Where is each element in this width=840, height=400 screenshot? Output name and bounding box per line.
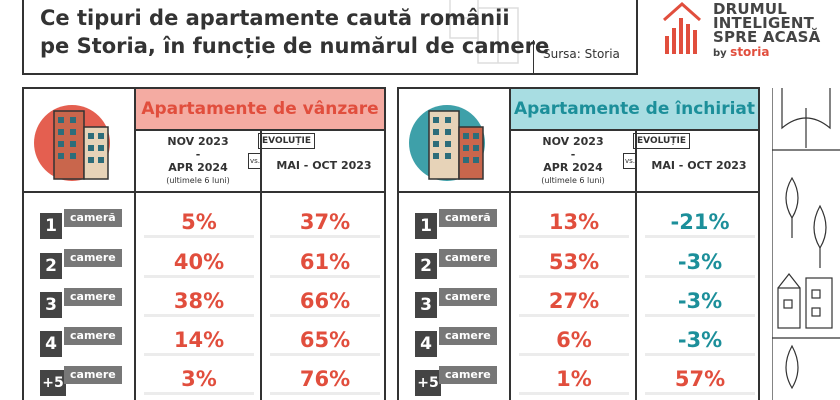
period-compare: MAI - OCT 2023 xyxy=(651,159,747,172)
share-value: 6% xyxy=(519,325,629,357)
share-value: 27% xyxy=(519,286,629,318)
bar-house-icon xyxy=(663,1,701,54)
table-row: +5 camere 3% 76% xyxy=(24,364,384,398)
rent-title: Apartamente de închiriat xyxy=(511,89,758,131)
share-value: 53% xyxy=(519,247,629,279)
logo-line-1: DRUMUL xyxy=(713,0,788,18)
source-label: Sursa: Storia xyxy=(543,47,620,61)
period-current: NOV 2023 - APR 2024 (ultimele 6 luni) xyxy=(511,135,635,187)
room-count-badge: +5 xyxy=(415,370,441,396)
table-row: 3 camere 38% 66% xyxy=(24,286,384,320)
period-start: NOV 2023 xyxy=(542,135,604,148)
table-row: 4 camere 14% 65% xyxy=(24,325,384,359)
header-frame xyxy=(22,0,638,75)
header-divider xyxy=(24,191,384,193)
period-dash: - xyxy=(570,148,576,161)
change-value: 65% xyxy=(270,325,380,357)
decorative-trees-icon xyxy=(772,88,840,400)
room-count-badge: 4 xyxy=(415,331,437,357)
period-note: (ultimele 6 luni) xyxy=(541,176,605,185)
logo-line-3: SPRE ACASĂ xyxy=(713,28,821,46)
share-value: 3% xyxy=(144,364,254,396)
period-note: (ultimele 6 luni) xyxy=(166,176,230,185)
share-value: 38% xyxy=(144,286,254,318)
house-outline-icon xyxy=(449,0,519,64)
room-count-badge: 3 xyxy=(415,292,437,318)
logo-line-2: INTELIGENT xyxy=(713,14,815,32)
room-label: cameră xyxy=(439,209,497,227)
table-row: +5 camere 1% 57% xyxy=(399,364,758,398)
rent-panel: Apartamente de închiriat NOV 2023 - APR … xyxy=(397,87,760,400)
source-divider xyxy=(533,40,534,75)
logo-by-text: by xyxy=(713,48,727,59)
table-row: 2 camere 53% -3% xyxy=(399,247,758,281)
title-line-1: Ce tipuri de apartamente caută românii xyxy=(40,6,510,30)
evolution-tag: EVOLUȚIE xyxy=(633,133,690,149)
table-row: 2 camere 40% 61% xyxy=(24,247,384,281)
room-count-badge: +5 xyxy=(40,370,66,396)
image-divider xyxy=(134,89,136,191)
room-label: camere xyxy=(64,288,122,306)
change-value: 66% xyxy=(270,286,380,318)
share-value: 5% xyxy=(144,207,254,239)
label-divider xyxy=(134,193,136,400)
logo-byline: by storia xyxy=(713,45,769,59)
room-label: camere xyxy=(64,366,122,384)
table-row: 1 cameră 5% 37% xyxy=(24,207,384,241)
change-value: 61% xyxy=(270,247,380,279)
title-line-2: pe Storia, în funcție de numărul de came… xyxy=(40,34,550,58)
logo-brand: storia xyxy=(730,45,770,59)
table-row: 1 cameră 13% -21% xyxy=(399,207,758,241)
period-start: NOV 2023 xyxy=(167,135,229,148)
share-value: 40% xyxy=(144,247,254,279)
column-divider xyxy=(260,131,262,400)
building-illustration-icon xyxy=(409,105,485,181)
room-count-badge: 1 xyxy=(40,213,62,239)
page-title: Ce tipuri de apartamente caută românii p… xyxy=(40,4,560,60)
share-value: 14% xyxy=(144,325,254,357)
share-value: 1% xyxy=(519,364,629,396)
period-compare: MAI - OCT 2023 xyxy=(276,159,372,172)
period-end: APR 2024 xyxy=(543,161,603,174)
room-count-badge: 4 xyxy=(40,331,62,357)
change-value: 76% xyxy=(270,364,380,396)
period-current: NOV 2023 - APR 2024 (ultimele 6 luni) xyxy=(136,135,260,187)
table-row: 3 camere 27% -3% xyxy=(399,286,758,320)
change-value: 57% xyxy=(645,364,755,396)
room-label: camere xyxy=(64,327,122,345)
room-label: camere xyxy=(439,288,497,306)
room-count-badge: 2 xyxy=(415,253,437,279)
change-value: -3% xyxy=(645,325,755,357)
change-value: -3% xyxy=(645,286,755,318)
period-end: APR 2024 xyxy=(168,161,228,174)
label-divider xyxy=(509,193,511,400)
image-divider xyxy=(509,89,511,191)
room-label: camere xyxy=(439,249,497,267)
column-divider xyxy=(635,131,637,400)
room-count-badge: 3 xyxy=(40,292,62,318)
period-dash: - xyxy=(195,148,201,161)
room-count-badge: 2 xyxy=(40,253,62,279)
vs-tag: vs. xyxy=(248,153,262,169)
room-label: camere xyxy=(64,249,122,267)
room-label: camere xyxy=(439,327,497,345)
room-label: camere xyxy=(439,366,497,384)
change-value: -21% xyxy=(645,207,755,239)
sale-title: Apartamente de vânzare xyxy=(136,89,384,131)
sale-panel: Apartamente de vânzare NOV 2023 - APR 20… xyxy=(22,87,386,400)
logo-wordmark: DRUMUL INTELIGENT SPRE ACASĂ xyxy=(713,0,821,46)
building-illustration-icon xyxy=(34,105,110,181)
header-divider xyxy=(399,191,758,193)
room-label: cameră xyxy=(64,209,122,227)
table-row: 4 camere 6% -3% xyxy=(399,325,758,359)
share-value: 13% xyxy=(519,207,629,239)
change-value: 37% xyxy=(270,207,380,239)
room-count-badge: 1 xyxy=(415,213,437,239)
evolution-tag: EVOLUȚIE xyxy=(258,133,315,149)
change-value: -3% xyxy=(645,247,755,279)
